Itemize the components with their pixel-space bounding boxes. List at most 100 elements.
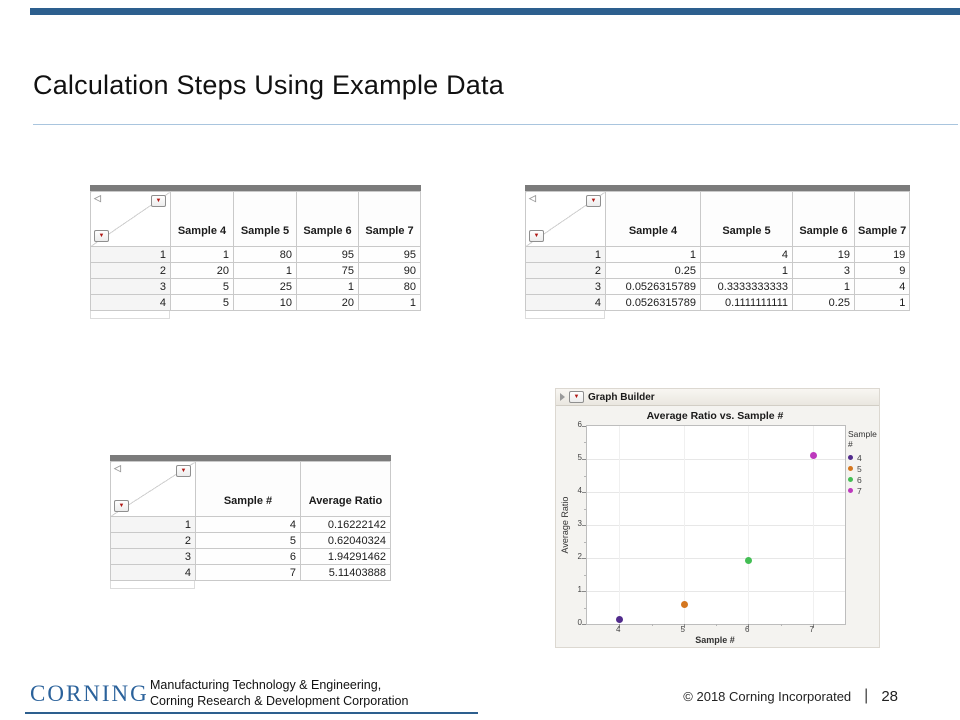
table-row: 3 0.0526315789 0.3333333333 1 4	[525, 278, 911, 295]
table-top-strip	[90, 185, 421, 191]
y-tick-label: 5	[577, 452, 582, 462]
column-header[interactable]: Sample 4	[170, 191, 234, 247]
y-tick-mark	[582, 591, 586, 592]
graph-builder-menu-icon[interactable]: ▼	[569, 391, 584, 403]
row-number-cell[interactable]: 2	[525, 262, 606, 279]
row-number-cell[interactable]: 2	[110, 532, 196, 549]
x-tick-label: 6	[745, 625, 750, 634]
legend-item: 5	[848, 463, 881, 474]
graph-builder-header: ▼ Graph Builder	[556, 389, 879, 406]
legend-label: 7	[857, 485, 862, 496]
table-cell: 7	[195, 564, 301, 581]
legend-label: 5	[857, 463, 862, 474]
row-number-cell[interactable]: 1	[110, 516, 196, 533]
table-cell: 5.11403888	[300, 564, 391, 581]
plot-area	[582, 425, 846, 628]
column-header[interactable]: Sample 5	[233, 191, 297, 247]
row-number-cell[interactable]: 4	[110, 564, 196, 581]
x-minor-tick	[780, 624, 782, 626]
row-number-cell[interactable]: 3	[110, 548, 196, 565]
legend-item: 7	[848, 485, 881, 496]
x-tick-label: 5	[680, 625, 685, 634]
column-header[interactable]: Average Ratio	[300, 461, 391, 517]
columns-menu-icon[interactable]: ▼	[586, 195, 601, 207]
row-number-cell[interactable]: 4	[90, 294, 171, 311]
column-header[interactable]: Sample #	[195, 461, 301, 517]
columns-menu-icon[interactable]: ▼	[151, 195, 166, 207]
footer-organization: Manufacturing Technology & Engineering, …	[150, 677, 408, 709]
x-tick-mark	[619, 624, 621, 628]
legend-label: 6	[857, 474, 862, 485]
table-cell: 80	[233, 246, 297, 263]
column-header[interactable]: Sample 7	[853, 191, 911, 247]
row-number-cell[interactable]: 4	[525, 294, 606, 311]
table-row: 4 0.0526315789 0.1111111111 0.25 1	[525, 294, 911, 311]
table-cell: 1	[233, 262, 297, 279]
table-cell: 80	[358, 278, 421, 295]
column-header[interactable]: Sample 5	[700, 191, 793, 247]
grid-line	[587, 591, 845, 592]
corning-logo: CORNING	[30, 681, 149, 706]
rows-menu-icon[interactable]: ▼	[114, 500, 129, 512]
y-axis-ticks: 0 1 2 3 4 5 6	[564, 421, 582, 627]
table-cell: 1.94291462	[300, 548, 391, 565]
table-top-strip	[110, 455, 391, 461]
column-header[interactable]: Sample 4	[605, 191, 701, 247]
legend-dot	[848, 455, 853, 460]
table-row: 4 7 5.11403888	[110, 564, 391, 581]
row-number-cell[interactable]: 1	[90, 246, 171, 263]
table-row: 3 6 1.94291462	[110, 548, 391, 565]
table-row: 2 5 0.62040324	[110, 532, 391, 549]
table-corner-cell: ◁ ▼ ▼	[110, 461, 196, 517]
table-row-stub	[90, 311, 170, 319]
table-cell: 0.25	[605, 262, 701, 279]
columns-collapse-icon[interactable]: ◁	[94, 193, 101, 203]
legend-dot	[848, 477, 853, 482]
column-header[interactable]: Sample 6	[296, 191, 359, 247]
jmp-table-averages: ◁ ▼ ▼ Sample # Average Ratio 1 4 0.16222142 2 5 0.…	[110, 455, 391, 589]
y-tick-mark	[582, 624, 586, 625]
table-top-strip	[525, 185, 911, 191]
columns-menu-icon[interactable]: ▼	[176, 465, 191, 477]
slide-title: Calculation Steps Using Example Data	[33, 70, 504, 100]
table-cell: 1	[358, 294, 421, 311]
legend-title: Sample #	[848, 429, 877, 449]
y-tick-label: 3	[577, 519, 582, 528]
graph-builder-panel: ▼ Graph Builder Average Ratio vs. Sample…	[555, 388, 880, 648]
y-tick-mark	[582, 491, 586, 493]
x-tick-label: 4	[616, 625, 621, 634]
chart-title: Average Ratio vs. Sample #	[646, 410, 784, 422]
x-tick-mark	[812, 624, 814, 628]
table-row-stub	[525, 311, 605, 319]
title-underline	[33, 124, 958, 125]
grid-line	[587, 458, 845, 460]
row-number-cell[interactable]: 1	[525, 246, 606, 263]
table-cell: 95	[358, 246, 421, 263]
columns-collapse-icon[interactable]: ◁	[114, 463, 121, 473]
table-cell: 0.0526315789	[605, 278, 701, 295]
y-tick-mark	[582, 557, 586, 559]
footer-rule	[25, 712, 478, 714]
data-point-4	[616, 615, 624, 623]
y-tick-label: 4	[577, 485, 582, 495]
column-header[interactable]: Sample 6	[792, 191, 855, 247]
y-tick-label: 2	[577, 551, 582, 561]
row-number-cell[interactable]: 3	[525, 278, 606, 295]
legend-item: 6	[848, 474, 881, 485]
columns-collapse-icon[interactable]: ◁	[529, 193, 536, 203]
row-number-cell[interactable]: 3	[90, 278, 171, 295]
x-minor-tick	[651, 624, 653, 626]
disclosure-triangle-icon[interactable]	[560, 393, 565, 401]
copyright-text: © 2018 Corning Incorporated	[683, 688, 852, 704]
row-number-cell[interactable]: 2	[90, 262, 171, 279]
table-cell: 4	[700, 246, 793, 263]
rows-menu-icon[interactable]: ▼	[529, 230, 544, 242]
table-row: 3 5 25 1 80	[90, 278, 421, 295]
data-point-6	[745, 556, 753, 564]
rows-menu-icon[interactable]: ▼	[94, 230, 109, 242]
column-header[interactable]: Sample 7	[358, 191, 421, 247]
table-row: 2 20 1 75 90	[90, 262, 421, 279]
table-cell: 0.1111111111	[700, 294, 793, 311]
table-cell: 1	[605, 246, 701, 263]
